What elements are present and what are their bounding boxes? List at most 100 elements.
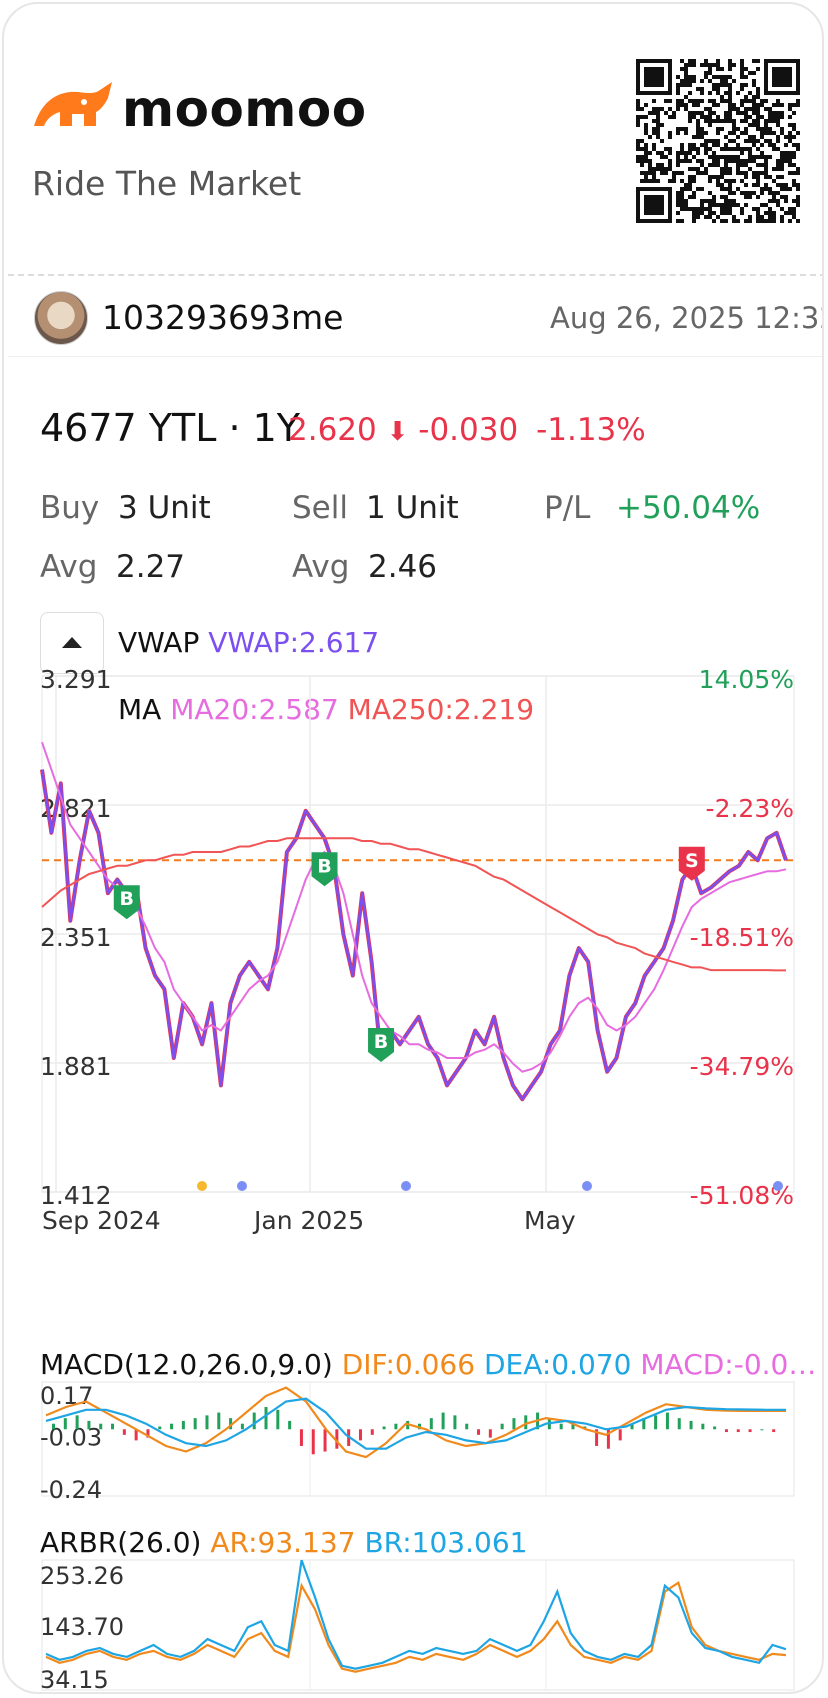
macd-bar	[158, 1426, 162, 1430]
pct-tick-label: 14.05%	[699, 665, 794, 694]
vwap-legend: VWAP VWAP:2.617	[118, 626, 379, 659]
divider	[8, 356, 822, 357]
avatar	[34, 291, 88, 345]
plot-frame	[41, 1381, 795, 1497]
macd-bar	[181, 1420, 185, 1430]
y-tick-label: 1.412	[40, 1181, 112, 1210]
ma-label: MA	[118, 693, 162, 726]
brand-name: moomoo	[122, 80, 367, 138]
macd-bar	[736, 1429, 740, 1433]
macd-bar	[654, 1415, 658, 1430]
arbr-label: ARBR(26.0)	[40, 1526, 202, 1559]
macd-bar	[299, 1429, 303, 1446]
marker-label: S	[685, 850, 699, 872]
arrow-down-icon: ⬇	[386, 417, 409, 447]
macd-bar	[63, 1418, 67, 1430]
x-tick-label: May	[524, 1206, 576, 1235]
dif-value: DIF:0.066	[341, 1348, 476, 1381]
macd-bar	[205, 1415, 209, 1430]
macd-bar	[724, 1429, 728, 1433]
marker-label: B	[317, 855, 331, 877]
buy-label: Buy	[40, 490, 100, 526]
ma20-line	[41, 741, 787, 1073]
macd-bar	[571, 1420, 575, 1430]
macd-bar	[701, 1423, 705, 1430]
macd-legend: MACD(12.0,26.0,9.0) DIF:0.066 DEA:0.070 …	[40, 1348, 816, 1381]
macd-bar	[689, 1420, 693, 1430]
y-tick-label: 143.70	[40, 1613, 124, 1641]
buy-avg-label: Avg	[40, 549, 98, 585]
event-dot	[401, 1181, 411, 1191]
macd-bar	[665, 1412, 669, 1430]
macd-bar	[441, 1412, 445, 1430]
macd-bar	[748, 1429, 752, 1433]
macd-bar	[111, 1423, 115, 1430]
macd-bar	[75, 1415, 79, 1430]
macd-bar	[618, 1429, 622, 1441]
y-tick-label: 34.15	[40, 1666, 109, 1692]
y-tick-label: 1.881	[40, 1052, 112, 1081]
sell-avg-value: 2.46	[368, 549, 438, 585]
macd-bar	[512, 1418, 516, 1430]
macd-bar	[99, 1423, 103, 1430]
last-price: 2.620	[288, 412, 377, 448]
macd-bar	[394, 1423, 398, 1430]
macd-bar	[760, 1429, 764, 1431]
macd-bar	[382, 1426, 386, 1430]
sell-marker	[678, 846, 705, 881]
x-tick-label: Jan 2025	[252, 1206, 364, 1235]
macd-value: MACD:-0.0…	[640, 1348, 817, 1381]
ma250-value: MA250:2.219	[347, 693, 535, 726]
macd-bar	[642, 1418, 646, 1430]
price-chart[interactable]: 3.291 2.821 2.351 1.881 1.412 14.05% -2.23% -18…	[4, 664, 822, 1324]
macd-bar	[772, 1429, 776, 1433]
pct-tick-label: -18.51%	[690, 923, 794, 952]
y-tick-label: 3.291	[40, 665, 112, 694]
ma-legend: MA MA20:2.587 MA250:2.219	[118, 693, 534, 726]
plot-frame	[41, 675, 795, 1193]
macd-label: MACD(12.0,26.0,9.0)	[40, 1348, 333, 1381]
macd-bar	[122, 1429, 126, 1435]
macd-bar	[559, 1423, 563, 1430]
macd-bar	[323, 1429, 327, 1452]
moomoo-logo-icon	[34, 82, 112, 126]
macd-bar	[453, 1415, 457, 1430]
qr-code-icon	[636, 59, 800, 223]
dea-line	[45, 1397, 786, 1450]
ar-value: AR:93.137	[210, 1526, 356, 1559]
br-value: BR:103.061	[364, 1526, 528, 1559]
macd-bar	[465, 1423, 469, 1430]
macd-bar	[370, 1429, 374, 1435]
username: 103293693me	[102, 298, 344, 337]
macd-bar	[240, 1423, 244, 1430]
event-dot	[773, 1181, 783, 1191]
ar-line	[45, 1580, 787, 1673]
macd-chart[interactable]: 0.17 -0.03 -0.24	[4, 1376, 822, 1502]
macd-bar	[335, 1429, 339, 1449]
vwap-line	[40, 769, 788, 1101]
macd-bar	[134, 1429, 138, 1441]
macd-bar	[264, 1407, 268, 1430]
event-dot	[582, 1181, 592, 1191]
dif-line	[45, 1386, 786, 1459]
macd-bar	[488, 1429, 492, 1438]
vwap-label: VWAP	[118, 626, 200, 659]
share-timestamp: Aug 26, 2025 12:32	[550, 301, 824, 335]
price-row: 2.620 ⬇ -0.030 -1.13%	[288, 412, 646, 448]
y-tick-label: 2.351	[40, 923, 112, 952]
pct-tick-label: -34.79%	[690, 1052, 794, 1081]
macd-bar	[276, 1409, 280, 1430]
macd-bar	[288, 1420, 292, 1430]
arbr-chart[interactable]: 253.26 143.70 34.15	[4, 1556, 822, 1692]
macd-bar	[524, 1415, 528, 1430]
macd-bar	[193, 1418, 197, 1430]
collapse-toggle-button[interactable]	[40, 612, 104, 674]
event-dot	[237, 1181, 247, 1191]
y-tick-label: 0.17	[40, 1382, 93, 1410]
sell-avg-label: Avg	[292, 549, 350, 585]
macd-bar	[630, 1423, 634, 1430]
macd-bar	[87, 1420, 91, 1430]
marker-label: B	[120, 888, 134, 910]
macd-bar	[311, 1429, 315, 1455]
